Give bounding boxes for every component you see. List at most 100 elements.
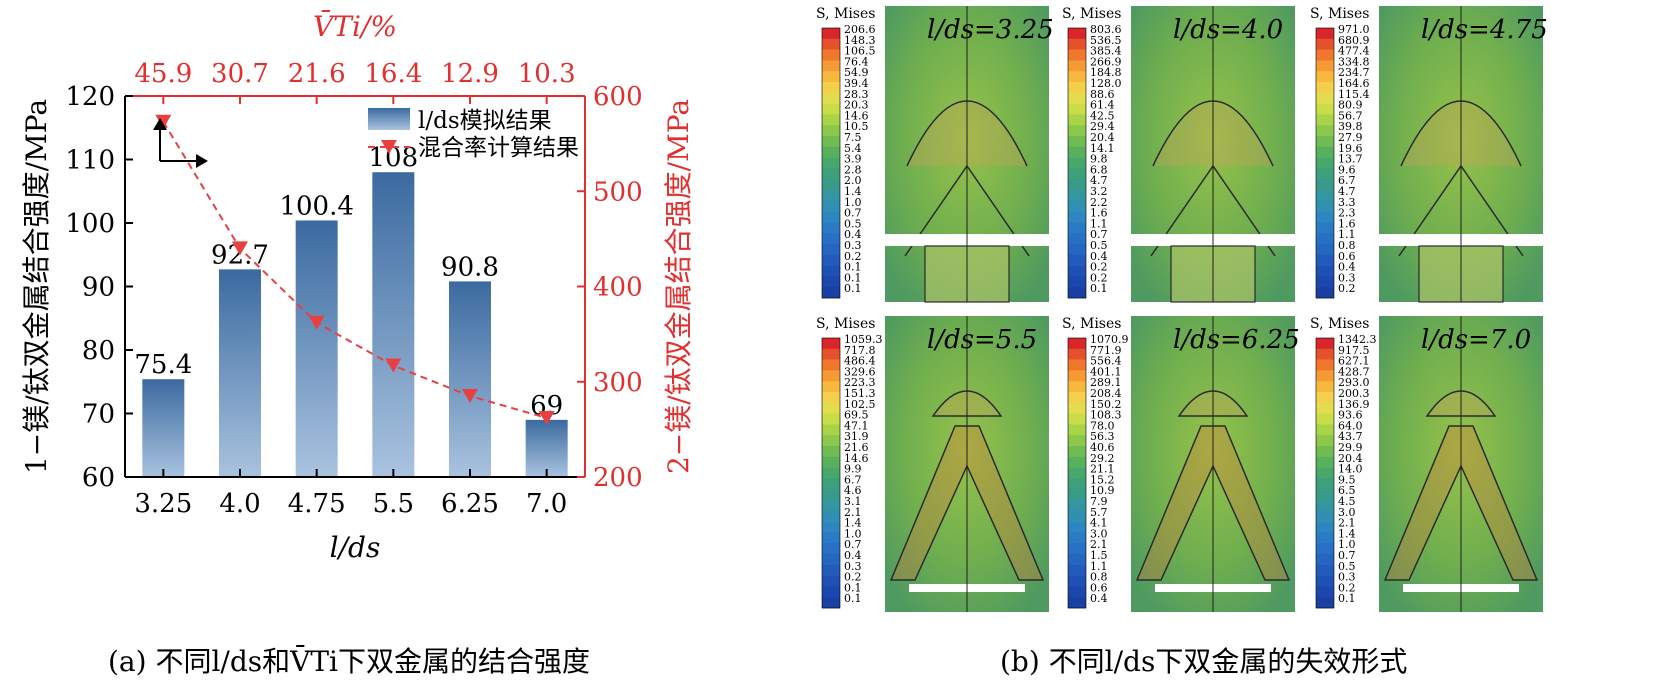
x-tick-label: 5.5 bbox=[373, 489, 414, 519]
legend-color-block bbox=[822, 157, 840, 169]
legend-value: 477.4 bbox=[1338, 45, 1370, 58]
legend-color-block bbox=[1068, 338, 1086, 350]
legend-color-block bbox=[822, 287, 840, 299]
legend-color-block bbox=[1068, 60, 1086, 72]
legend-color-block bbox=[1068, 222, 1086, 234]
legend-value: 0.7 bbox=[1338, 549, 1356, 562]
legend-color-block bbox=[1316, 402, 1334, 414]
legend-value: 4.7 bbox=[1338, 185, 1356, 198]
legend-color-block bbox=[1316, 413, 1334, 425]
legend-value: 29.2 bbox=[1090, 452, 1115, 465]
legend-value: 19.6 bbox=[1338, 142, 1363, 155]
x-tick-label: 3.25 bbox=[134, 489, 192, 519]
legend-color-block bbox=[822, 168, 840, 180]
legend-value: 2.2 bbox=[1090, 196, 1108, 209]
legend-value: 6.8 bbox=[1090, 163, 1108, 176]
bar bbox=[142, 379, 185, 477]
legend-value: 206.6 bbox=[844, 23, 876, 36]
legend-color-block bbox=[1316, 211, 1334, 223]
legend-color-block bbox=[1068, 478, 1086, 490]
legend-color-block bbox=[1068, 456, 1086, 468]
legend-color-block bbox=[1316, 265, 1334, 277]
leg-outline bbox=[889, 425, 1045, 581]
legend-value: 76.4 bbox=[844, 55, 869, 68]
legend-value: 0.3 bbox=[1338, 571, 1356, 584]
legend-value: 88.6 bbox=[1090, 88, 1115, 101]
legend-color-block bbox=[1068, 92, 1086, 104]
legend-value: 1.6 bbox=[1090, 207, 1108, 220]
legend-color-block bbox=[1316, 500, 1334, 512]
legend-value: 14.0 bbox=[1338, 463, 1363, 476]
bar bbox=[372, 172, 415, 477]
left-tick-label: 60 bbox=[82, 463, 115, 493]
legend-value: 401.1 bbox=[1090, 365, 1122, 378]
legend-value: 29.9 bbox=[1338, 441, 1363, 454]
legend-color-block bbox=[1316, 467, 1334, 479]
legend-color-block bbox=[822, 179, 840, 191]
legend-title: S, Mises bbox=[816, 316, 875, 332]
legend-color-block bbox=[1068, 114, 1086, 126]
left-tick-label: 100 bbox=[65, 209, 115, 239]
legend-color-block bbox=[1068, 500, 1086, 512]
legend-value: 20.3 bbox=[844, 99, 869, 112]
bar-value-label: 90.8 bbox=[441, 252, 499, 282]
legend-color-block bbox=[1316, 82, 1334, 94]
left-tick-label: 90 bbox=[82, 273, 115, 303]
legend-value: 39.8 bbox=[1338, 120, 1363, 133]
legend-color-block bbox=[1068, 265, 1086, 277]
top-tick-label: 16.4 bbox=[364, 59, 422, 89]
legend-color-block bbox=[1068, 125, 1086, 137]
legend-value: 1.5 bbox=[1090, 549, 1108, 562]
legend-color-block bbox=[822, 38, 840, 50]
left-tick-label: 80 bbox=[82, 336, 115, 366]
legend-color-block bbox=[822, 575, 840, 587]
bar-value-label: 100.4 bbox=[279, 191, 353, 221]
legend-bar-outline bbox=[1315, 337, 1335, 609]
legend-value: 14.6 bbox=[844, 109, 869, 122]
legend-value: 40.6 bbox=[1090, 441, 1115, 454]
x-axis-title: l/ds bbox=[330, 531, 381, 564]
left-tick-label: 70 bbox=[82, 400, 115, 430]
legend-value: 42.5 bbox=[1090, 109, 1115, 122]
legend-color-block bbox=[822, 211, 840, 223]
legend-value: 1342.3 bbox=[1338, 333, 1377, 346]
legend-color-block bbox=[1316, 370, 1334, 382]
legend-value: 9.8 bbox=[1090, 153, 1108, 166]
line-point-marker bbox=[308, 315, 325, 330]
legend-color-block bbox=[822, 276, 840, 288]
legend-value: 115.4 bbox=[1338, 88, 1370, 101]
legend-color-block bbox=[1068, 168, 1086, 180]
legend-bar-outline bbox=[1067, 27, 1087, 299]
legend-value: 971.0 bbox=[1338, 23, 1370, 36]
legend-value: 148.3 bbox=[844, 34, 876, 47]
legend-color-block bbox=[1068, 510, 1086, 522]
legend-bar-label: l/ds模拟结果 bbox=[418, 108, 552, 134]
legend-value: 150.2 bbox=[1090, 398, 1122, 411]
legend-value: 3.0 bbox=[1090, 527, 1108, 540]
legend-color-block bbox=[1068, 359, 1086, 371]
arrow-right-head bbox=[196, 154, 208, 168]
legend-color-block bbox=[822, 543, 840, 555]
legend-value: 0.1 bbox=[1338, 592, 1356, 605]
legend-color-block bbox=[822, 60, 840, 72]
legend-value: 0.4 bbox=[1090, 250, 1108, 263]
fem-panel: S, Mises1070.9771.9556.4401.1289.1208.41… bbox=[1062, 316, 1300, 612]
top-tick-label: 10.3 bbox=[518, 59, 576, 89]
legend-value: 223.3 bbox=[844, 376, 876, 389]
right-tick-label: 600 bbox=[593, 82, 643, 112]
left-tick-label: 120 bbox=[65, 82, 115, 112]
legend-color-block bbox=[1316, 157, 1334, 169]
legend-color-block bbox=[822, 190, 840, 202]
legend-value: 385.4 bbox=[1090, 45, 1122, 58]
legend-value: 69.5 bbox=[844, 409, 869, 422]
line-point-marker bbox=[232, 241, 248, 256]
top-tick-label: 21.6 bbox=[288, 59, 346, 89]
legend-value: 3.3 bbox=[1338, 196, 1356, 209]
legend-value: 1.4 bbox=[844, 185, 862, 198]
panel-label: l/ds=6.25 bbox=[1173, 325, 1300, 355]
legend-value: 80.9 bbox=[1338, 99, 1363, 112]
legend-color-block bbox=[822, 222, 840, 234]
fem-panel: S, Mises1342.3917.5627.1428.7293.0200.31… bbox=[1310, 316, 1543, 612]
legend-value: 0.4 bbox=[1090, 592, 1108, 605]
panel-label: l/ds=4.75 bbox=[1421, 15, 1548, 45]
